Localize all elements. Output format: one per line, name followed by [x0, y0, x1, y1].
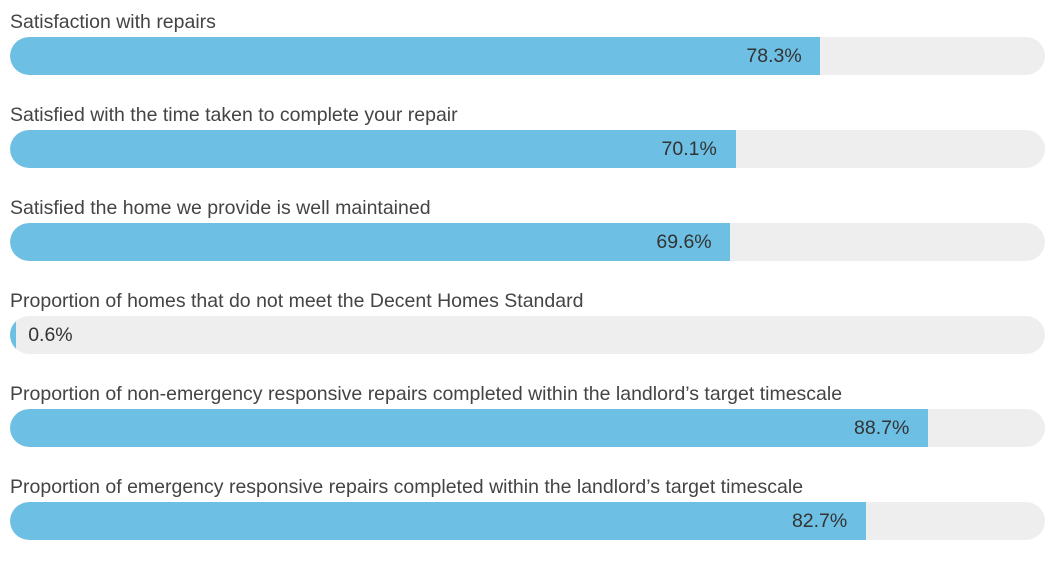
metric-row: Satisfied the home we provide is well ma…: [10, 186, 1045, 279]
bar-value-label: 70.1%: [661, 138, 717, 160]
bar-value-label: 0.6%: [28, 324, 73, 346]
metric-row: Satisfied with the time taken to complet…: [10, 93, 1045, 186]
bar-value-label: 78.3%: [746, 45, 802, 67]
metric-row: Proportion of emergency responsive repai…: [10, 465, 1045, 558]
bar-fill: [10, 37, 821, 75]
bar-track: 88.7%: [10, 409, 1045, 447]
bar-track: 69.6%: [10, 223, 1045, 261]
bar-fill: [10, 502, 866, 540]
bar-value-label: 69.6%: [656, 231, 712, 253]
metric-label: Proportion of emergency responsive repai…: [10, 476, 804, 498]
bar-fill: [10, 223, 731, 261]
bar-value-label: 88.7%: [854, 417, 910, 439]
bar-track: 82.7%: [10, 502, 1045, 540]
metric-label: Proportion of homes that do not meet the…: [10, 290, 584, 312]
bar-fill: [10, 409, 929, 447]
bar-value-label: 82.7%: [791, 510, 848, 532]
metric-label: Satisfied with the time taken to complet…: [10, 104, 458, 126]
bar-fill: [10, 130, 736, 168]
metric-label: Proportion of non-emergency responsive r…: [10, 383, 843, 405]
metric-label: Satisfied the home we provide is well ma…: [10, 197, 431, 219]
metric-row: Satisfaction with repairs 78.3%: [10, 0, 1045, 93]
bar-fill: [10, 316, 17, 354]
metric-label: Satisfaction with repairs: [10, 11, 216, 33]
metric-row: Proportion of homes that do not meet the…: [10, 279, 1045, 372]
bar-track: 78.3%: [10, 37, 1045, 75]
bar-track: 70.1%: [10, 130, 1045, 168]
progress-bar-chart: Satisfaction with repairs 78.3% Satisfied …: [10, 0, 1045, 558]
bar-track: 0.6%: [10, 316, 1045, 354]
metric-row: Proportion of non-emergency responsive r…: [10, 372, 1045, 465]
